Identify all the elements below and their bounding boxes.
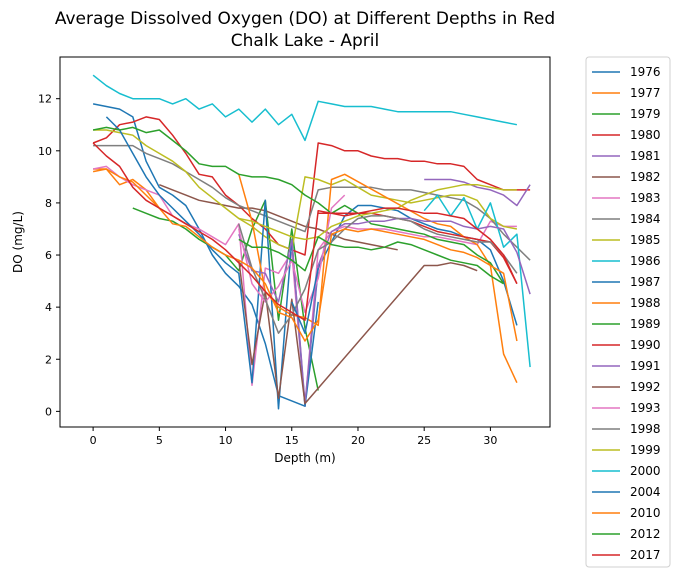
series-line-1998 xyxy=(238,215,518,334)
y-tick-label: 10 xyxy=(38,145,52,158)
legend-label-1987: 1987 xyxy=(630,275,661,289)
legend-label-1986: 1986 xyxy=(630,254,661,268)
series-line-1987 xyxy=(105,116,319,410)
x-tick-label: 20 xyxy=(351,434,365,447)
x-axis-ticks: 0 5 10 15 20 25 30 xyxy=(90,427,497,447)
series-line-1982 xyxy=(159,184,398,251)
y-tick-label: 2 xyxy=(45,353,52,366)
legend: 1976 1977 1979 1980 1981 1982 1983 1984 1985 1986… xyxy=(592,65,661,562)
plot-area xyxy=(59,56,551,428)
legend-label-1999: 1999 xyxy=(630,443,661,457)
y-tick-label: 12 xyxy=(38,93,52,106)
legend-label-1992: 1992 xyxy=(630,380,661,394)
series-line-2017 xyxy=(92,142,518,321)
chart-title-line2: Chalk Lake - April xyxy=(231,31,379,51)
legend-label-2000: 2000 xyxy=(630,464,661,478)
series-line-2010 xyxy=(92,168,518,342)
series-line-1999 xyxy=(238,183,517,241)
legend-label-2004: 2004 xyxy=(630,485,661,499)
x-axis-label: Depth (m) xyxy=(274,451,335,465)
y-tick-label: 6 xyxy=(45,249,52,262)
y-axis-label: DO (mg/L) xyxy=(11,211,25,273)
legend-label-1979: 1979 xyxy=(630,107,661,121)
series-line-1990 xyxy=(318,212,518,285)
series-line-1991 xyxy=(238,217,531,405)
series-line-2004 xyxy=(291,267,319,334)
x-tick-label: 5 xyxy=(156,434,163,447)
legend-label-1985: 1985 xyxy=(630,233,661,247)
legend-label-1993: 1993 xyxy=(630,401,661,415)
legend-label-1980: 1980 xyxy=(630,128,661,142)
y-tick-label: 0 xyxy=(45,405,52,418)
x-tick-label: 30 xyxy=(483,434,497,447)
legend-label-1976: 1976 xyxy=(630,65,661,79)
legend-label-1998: 1998 xyxy=(630,422,661,436)
y-tick-label: 8 xyxy=(45,197,52,210)
legend-label-1983: 1983 xyxy=(630,191,661,205)
series-line-1981 xyxy=(424,178,531,207)
legend-box xyxy=(585,56,671,568)
series-lines xyxy=(92,74,531,410)
legend-label-1984: 1984 xyxy=(630,212,661,226)
series-line-1985 xyxy=(93,129,518,251)
y-tick-label: 4 xyxy=(45,301,52,314)
chart-title-line1: Average Dissolved Oxygen (DO) at Differe… xyxy=(55,9,555,29)
legend-label-1982: 1982 xyxy=(630,170,661,184)
y-axis-ticks: 0 2 4 6 8 10 12 xyxy=(38,93,60,418)
x-tick-label: 25 xyxy=(417,434,431,447)
legend-label-1977: 1977 xyxy=(630,86,661,100)
x-tick-label: 15 xyxy=(285,434,299,447)
series-line-1984 xyxy=(93,144,531,261)
legend-label-1991: 1991 xyxy=(630,359,661,373)
series-line-2000 xyxy=(92,74,518,142)
x-tick-label: 0 xyxy=(90,434,97,447)
legend-label-1989: 1989 xyxy=(630,317,661,331)
legend-label-2010: 2010 xyxy=(630,506,661,520)
legend-label-1988: 1988 xyxy=(630,296,661,310)
series-line-2012 xyxy=(238,236,504,285)
series-line-1989 xyxy=(92,126,505,285)
legend-label-1981: 1981 xyxy=(630,149,661,163)
x-tick-label: 10 xyxy=(219,434,233,447)
series-line-1992 xyxy=(238,260,478,405)
legend-label-2017: 2017 xyxy=(630,548,661,562)
legend-label-1990: 1990 xyxy=(630,338,661,352)
legend-label-2012: 2012 xyxy=(630,527,661,541)
